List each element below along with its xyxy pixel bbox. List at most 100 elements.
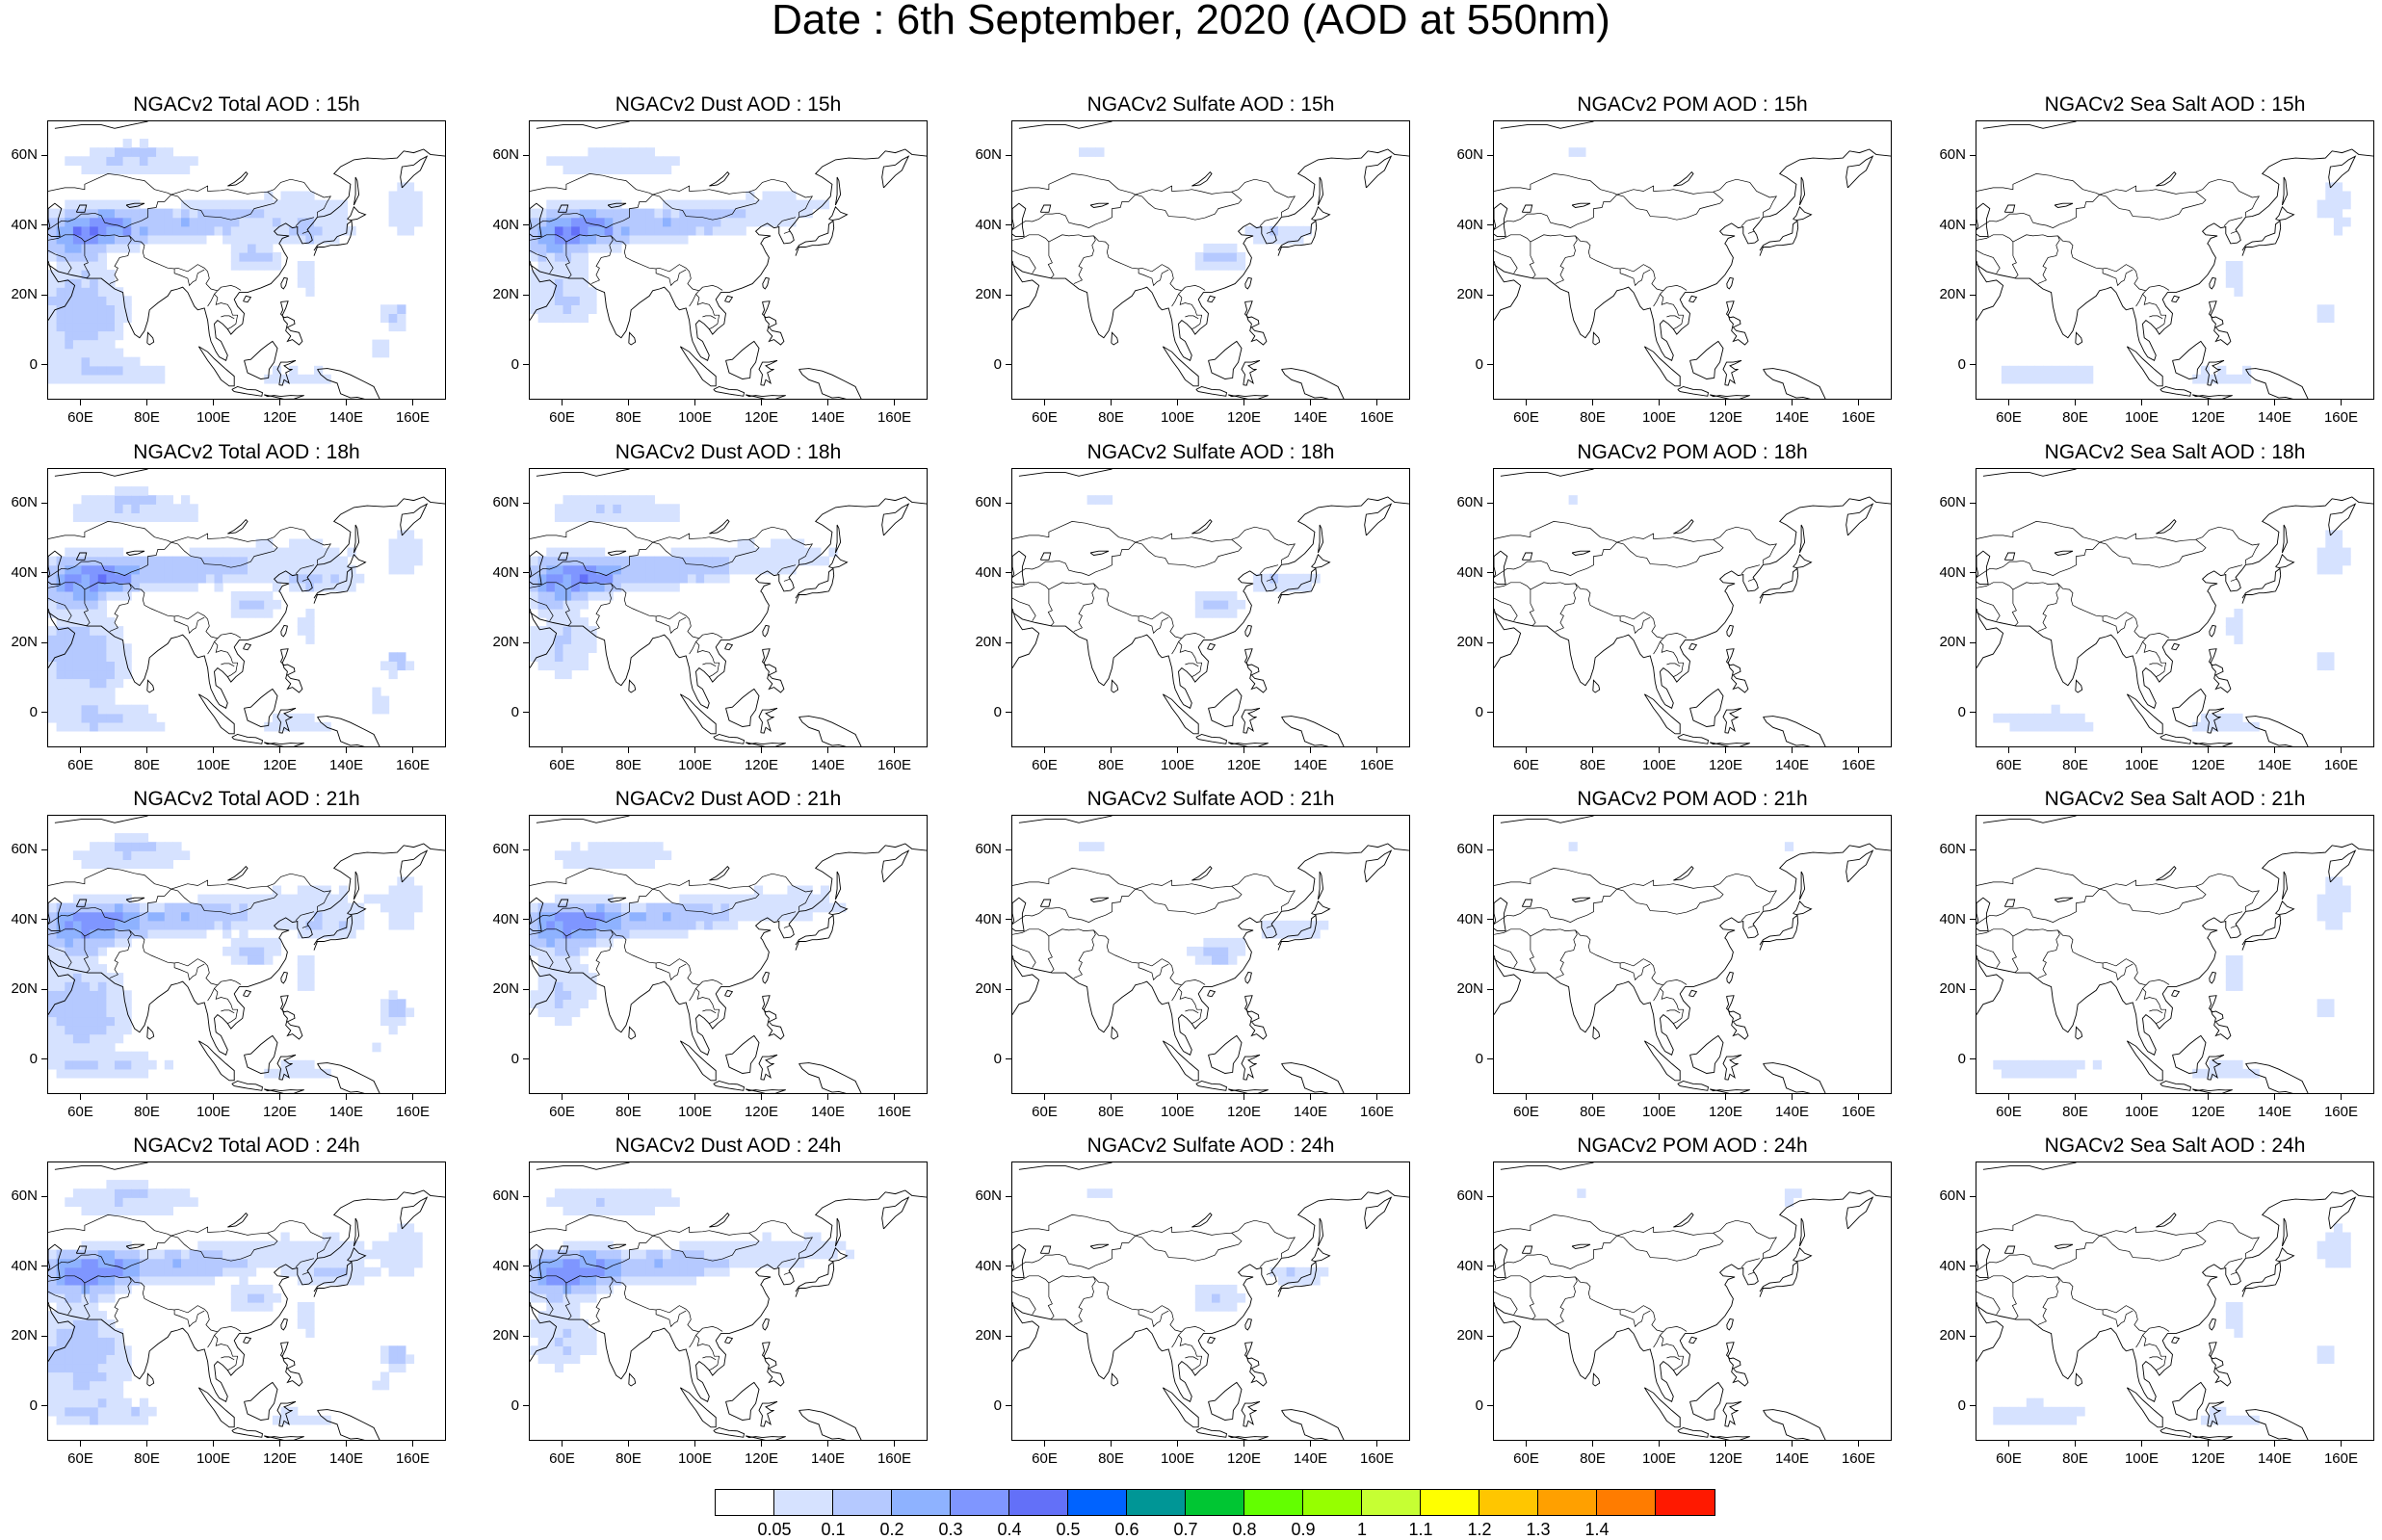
aod-cell	[65, 928, 74, 939]
aod-cell	[264, 251, 274, 262]
aod-cell	[563, 609, 572, 618]
aod-cell	[181, 225, 191, 236]
aod-cell	[90, 251, 99, 262]
aod-cell	[405, 191, 415, 201]
aod-cell	[554, 946, 564, 956]
aod-cell	[546, 243, 556, 253]
aod-cell	[546, 609, 556, 618]
aod-cell	[248, 590, 257, 601]
aod-cell	[588, 990, 597, 1000]
aod-cell	[189, 512, 198, 522]
aod-cell	[189, 911, 198, 922]
aod-cell	[1261, 234, 1270, 245]
aod-cell	[56, 313, 65, 324]
aod-cell	[645, 902, 655, 913]
aod-cell	[72, 365, 83, 376]
aod-cell	[81, 208, 91, 219]
aod-cell	[554, 1197, 564, 1207]
aod-cell	[297, 556, 306, 566]
aod-cell	[695, 1258, 705, 1268]
aod-cell	[115, 234, 124, 245]
aod-cell	[397, 911, 406, 922]
aod-cell	[106, 356, 116, 367]
aod-cell	[388, 1266, 398, 1277]
aod-cell	[820, 199, 830, 210]
aod-cell	[272, 1249, 282, 1260]
aod-cell	[2234, 635, 2243, 644]
aod-cell	[115, 981, 124, 991]
aod-cell	[613, 573, 622, 584]
aod-cell	[588, 1249, 597, 1260]
aod-cell	[554, 1311, 564, 1320]
aod-cell	[613, 156, 622, 166]
aod-cell	[695, 556, 705, 566]
aod-cell	[72, 547, 83, 558]
aod-cell	[90, 590, 99, 601]
aod-cell	[613, 859, 622, 869]
aod-cell	[771, 199, 780, 210]
aod-cell	[579, 243, 589, 253]
aod-cell	[222, 1249, 232, 1260]
aod-cell	[147, 234, 157, 245]
x-tick-label: 140E	[1293, 757, 1328, 773]
coastline	[1976, 469, 2373, 746]
aod-cell	[729, 556, 739, 566]
aod-cell	[115, 504, 124, 513]
aod-cell	[771, 564, 780, 575]
aod-cell	[1228, 946, 1238, 956]
aod-cell	[248, 599, 257, 610]
aod-cell	[214, 1249, 223, 1260]
aod-cell	[65, 1059, 74, 1070]
y-tick-label: 0	[29, 703, 38, 720]
aod-cell	[81, 365, 91, 376]
aod-cell	[638, 556, 647, 566]
aod-cell	[297, 920, 306, 930]
aod-cell	[679, 217, 689, 227]
aod-cell	[65, 1007, 74, 1018]
aod-cell	[248, 1249, 257, 1260]
aod-cell	[2225, 1311, 2235, 1320]
x-tick-label: 160E	[877, 1450, 912, 1467]
y-tick	[1006, 294, 1011, 296]
aod-cell	[48, 1258, 58, 1268]
aod-cell	[753, 199, 764, 210]
x-tick	[2008, 1441, 2009, 1447]
aod-cell	[56, 590, 65, 601]
aod-cell	[115, 322, 124, 332]
aod-cell	[579, 850, 589, 860]
aod-cell	[48, 296, 58, 305]
aod-cell	[571, 1197, 581, 1207]
aod-cell	[530, 208, 539, 219]
aod-cell	[164, 217, 173, 227]
aod-cell	[820, 1240, 830, 1251]
aod-cell	[81, 270, 91, 279]
aod-cell	[620, 902, 631, 913]
aod-cell	[81, 1007, 91, 1018]
aod-cell	[537, 287, 547, 297]
aod-cell	[305, 270, 315, 279]
aod-cell	[106, 990, 116, 1000]
aod-cell	[106, 512, 116, 522]
aod-cell	[72, 313, 83, 324]
aod-cell	[796, 885, 805, 896]
aod-cell	[131, 165, 141, 174]
aod-cell	[197, 556, 207, 566]
aod-cell	[530, 946, 539, 956]
aod-cell	[164, 1188, 173, 1198]
aod-cell	[56, 609, 65, 618]
aod-cell	[704, 902, 714, 913]
aod-cell	[272, 1240, 282, 1251]
aod-cell	[81, 1302, 91, 1312]
x-tick-label: 60E	[1996, 757, 2022, 773]
aod-cell	[571, 1328, 581, 1338]
aod-cell	[115, 894, 124, 904]
aod-cell	[81, 1363, 91, 1373]
y-tick-label: 0	[993, 703, 1002, 720]
aod-cell	[164, 573, 173, 584]
aod-cell	[355, 1275, 365, 1286]
aod-cell	[695, 902, 705, 913]
country-borders	[1012, 521, 1296, 678]
aod-cell	[139, 217, 149, 227]
aod-cell	[554, 973, 564, 982]
aod-cell	[620, 1258, 631, 1268]
